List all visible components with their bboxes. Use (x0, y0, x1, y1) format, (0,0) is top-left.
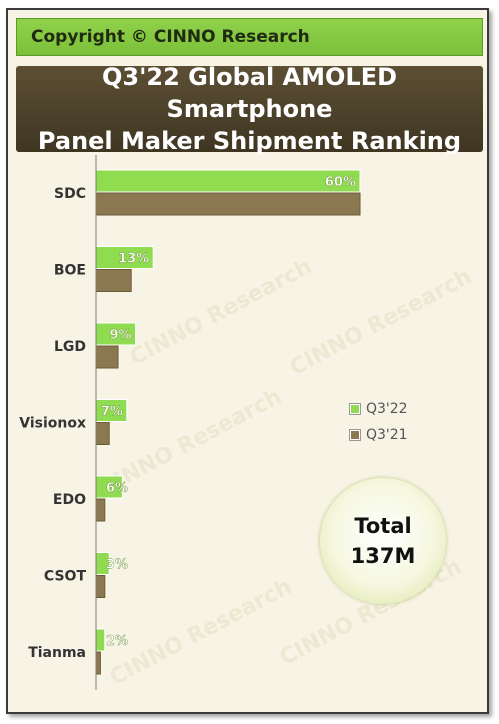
bar-q3-21 (95, 498, 106, 522)
category-label: LGD (54, 339, 86, 355)
category-label: SDC (54, 186, 86, 202)
category-label: CSOT (44, 569, 87, 585)
chart-frame: Copyright © CINNO Research Q3'22 Global … (6, 8, 489, 714)
legend-label-q3-22: Q3'22 (366, 401, 408, 417)
category-label: Visionox (19, 416, 86, 432)
legend-swatch-q3-21 (350, 430, 360, 440)
category-label: Tianma (28, 645, 86, 661)
bar-q3-22 (95, 169, 361, 193)
category-label: BOE (54, 263, 86, 279)
total-label: Total (354, 514, 412, 538)
legend-label-q3-21: Q3'21 (366, 427, 408, 443)
data-label-q3-22: 3% (106, 558, 128, 573)
bar-q3-21 (95, 422, 110, 445)
chart-legend: Q3'22 Q3'21 (350, 396, 408, 448)
data-label-q3-22: 2% (106, 634, 128, 649)
copyright-banner: Copyright © CINNO Research (16, 18, 483, 56)
bar-q3-21 (95, 651, 101, 675)
data-label-q3-22: 60% (325, 175, 356, 190)
bar-q3-21 (95, 575, 106, 598)
bar-q3-22 (95, 628, 106, 652)
data-label-q3-22: 7% (101, 405, 123, 420)
legend-item-q3-22: Q3'22 (350, 396, 408, 422)
data-label-q3-22: 13% (118, 252, 149, 267)
chart-title-line-2: Panel Maker Shipment Ranking (37, 127, 462, 155)
bar-q3-21 (95, 269, 132, 292)
data-label-q3-22: 9% (110, 328, 132, 343)
chart-title: Q3'22 Global AMOLED Smartphone Panel Mak… (16, 63, 483, 155)
total-value: 137M (350, 544, 416, 568)
data-label-q3-22: 6% (106, 481, 128, 496)
bar-q3-21 (95, 345, 119, 369)
legend-swatch-q3-22 (350, 404, 360, 414)
bar-q3-21 (95, 192, 361, 216)
category-label: EDO (53, 492, 86, 508)
total-badge: Total 137M (320, 478, 446, 604)
legend-item-q3-21: Q3'21 (350, 422, 408, 448)
chart-title-line-1: Q3'22 Global AMOLED Smartphone (101, 63, 398, 123)
